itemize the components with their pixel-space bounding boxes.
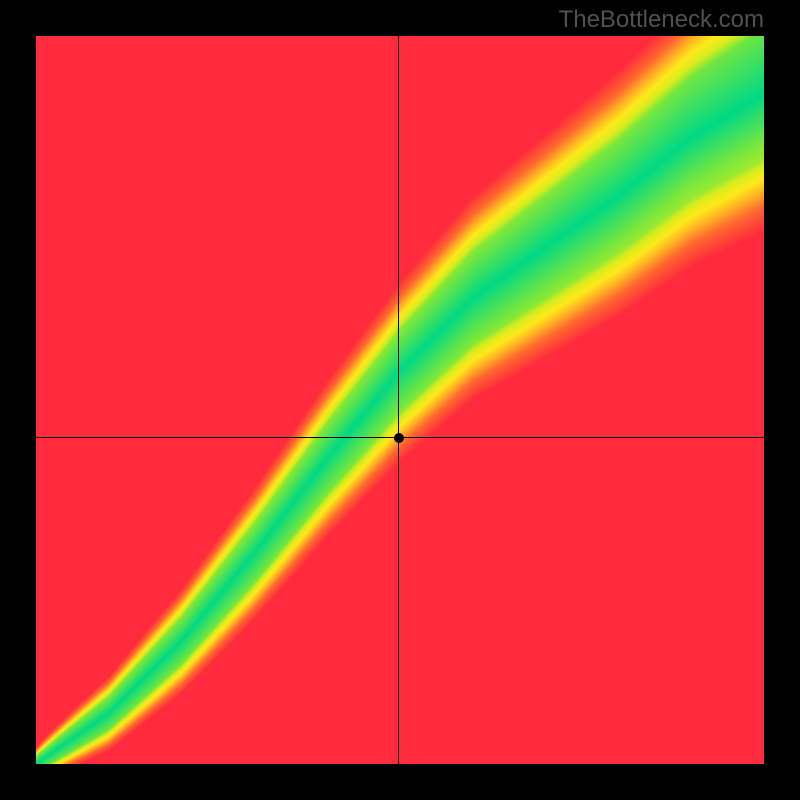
bottleneck-heatmap — [36, 36, 764, 764]
watermark-text: TheBottleneck.com — [559, 6, 764, 34]
selection-marker — [394, 433, 404, 443]
crosshair-vertical — [398, 36, 399, 764]
